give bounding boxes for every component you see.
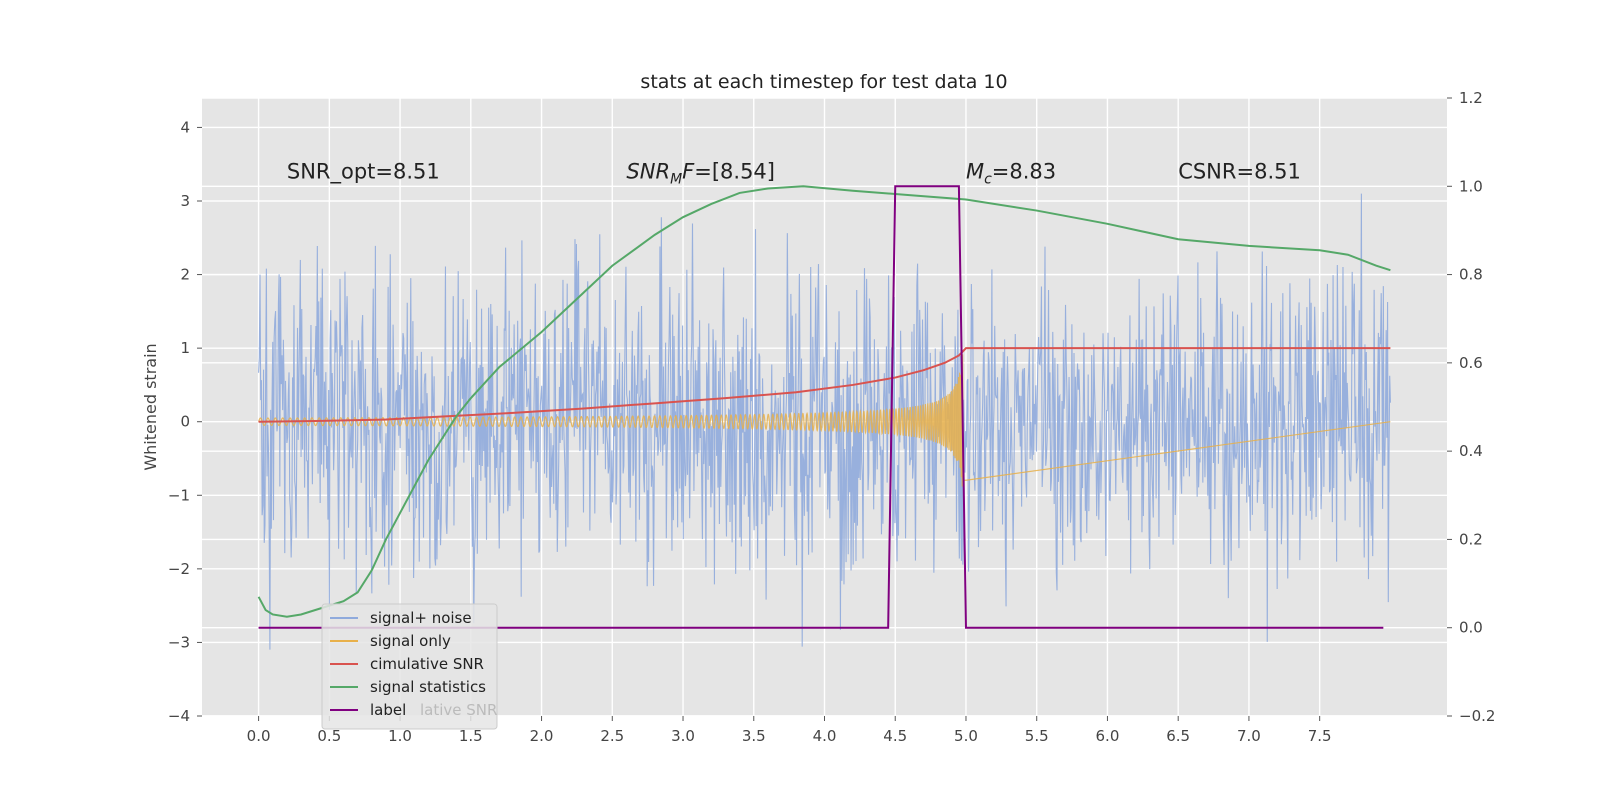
y-axis-right: 1.2 1.0 0.8 0.6 0.4 0.2 0.0 −0.2: [1447, 89, 1495, 725]
legend-box: [321, 603, 498, 730]
y-tick-label: 4: [180, 118, 190, 136]
y-tick-label: −1: [168, 486, 190, 504]
x-tick-label: 2.0: [530, 727, 554, 745]
annotation-text: Mc=8.83: [966, 159, 1056, 187]
y-tick-label: 1: [180, 339, 190, 357]
x-tick-label: 3.0: [671, 727, 695, 745]
x-tick-label: 4.5: [883, 727, 907, 745]
y2-tick-label: −0.2: [1459, 707, 1495, 725]
series-layer: [257, 185, 1391, 650]
x-tick-label: 6.0: [1096, 727, 1120, 745]
annotation-text: SNR_opt=8.51: [287, 159, 440, 184]
x-tick-label: 1.0: [388, 727, 412, 745]
series-label: [258, 185, 1384, 629]
legend-ghost-text: lative SNR: [420, 701, 497, 719]
y2-tick-label: 1.2: [1459, 89, 1483, 107]
y-tick-label: −3: [168, 633, 190, 651]
x-tick-label: 7.0: [1237, 727, 1261, 745]
legend-label: label: [370, 701, 406, 719]
legend-label: cimulative SNR: [370, 655, 484, 673]
y-axis-left: 4 3 2 1 0 −1 −2 −3 −4: [168, 118, 202, 725]
y2-tick-label: 1.0: [1459, 177, 1483, 195]
y2-tick-label: 0.0: [1459, 619, 1483, 637]
annotation-text: CSNR=8.51: [1178, 159, 1301, 183]
x-tick-label: 5.5: [1025, 727, 1049, 745]
y-tick-label: −2: [168, 560, 190, 578]
series-signal-noise: [258, 193, 1391, 650]
annotations: SNR_opt=8.51 SNRMF=[8.54] Mc=8.83 CSNR=8.51: [287, 159, 1301, 187]
y2-tick-label: 0.8: [1459, 266, 1483, 284]
y-tick-label: 2: [180, 266, 190, 284]
y-tick-label: −4: [168, 707, 190, 725]
x-tick-label: 7.5: [1308, 727, 1332, 745]
y2-tick-label: 0.4: [1459, 442, 1483, 460]
x-tick-label: 6.5: [1166, 727, 1190, 745]
x-tick-label: 3.5: [742, 727, 766, 745]
legend-label: signal statistics: [370, 678, 486, 696]
legend-label: signal+ noise: [370, 609, 472, 627]
y-tick-label: 0: [180, 413, 190, 431]
legend-label: signal only: [370, 632, 451, 650]
x-tick-label: 1.5: [459, 727, 483, 745]
annotation-text: SNRMF=[8.54]: [626, 159, 775, 187]
x-tick-label: 5.0: [954, 727, 978, 745]
x-tick-label: 0.0: [247, 727, 271, 745]
y-axis-label: Whitened strain: [141, 343, 160, 470]
x-tick-label: 0.5: [317, 727, 341, 745]
series-cimulative-snr: [258, 347, 1391, 423]
x-tick-label: 2.5: [600, 727, 624, 745]
legend: signal+ noise signal only cimulative SNR si…: [321, 603, 498, 730]
series-signal-statistics: [257, 185, 1391, 618]
y-tick-label: 3: [180, 192, 190, 210]
x-axis: 0.0 0.5 1.0 1.5 2.0 2.5 3.0 3.5 4.0 4.5 5.0 5.5 6.0 6…: [247, 716, 1332, 745]
series-signal-only: [258, 354, 1391, 487]
chart-title: stats at each timestep for test data 10: [640, 71, 1007, 93]
y2-tick-label: 0.6: [1459, 354, 1483, 372]
x-tick-label: 4.0: [813, 727, 837, 745]
y2-tick-label: 0.2: [1459, 530, 1483, 548]
